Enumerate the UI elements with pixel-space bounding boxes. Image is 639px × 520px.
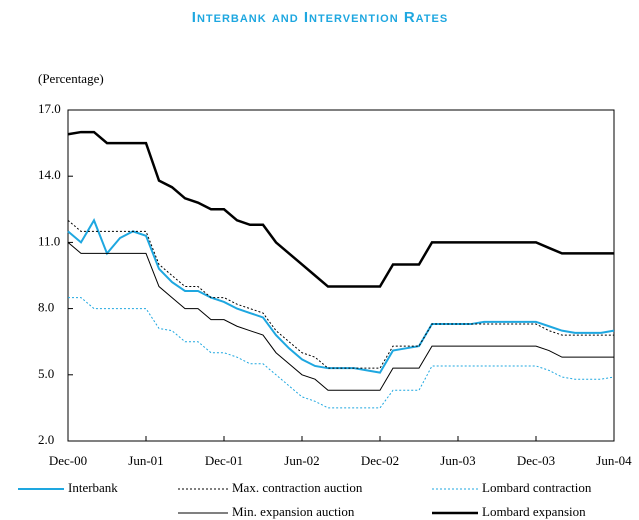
x-tick-label: Jun-03 (440, 453, 475, 468)
x-tick-label: Dec-02 (361, 453, 399, 468)
y-tick-label: 2.0 (38, 432, 54, 447)
plot-frame (67, 109, 615, 442)
y-tick-label: 5.0 (38, 366, 54, 381)
legend-label: Max. contraction auction (232, 480, 363, 495)
x-tick-label: Jun-02 (284, 453, 319, 468)
series-line (67, 242, 614, 391)
y-tick-label: 14.0 (38, 167, 61, 182)
series-line (67, 130, 614, 288)
y-tick-label: 8.0 (38, 300, 54, 315)
y-axis-label: (Percentage) (38, 71, 104, 86)
y-tick-label: 17.0 (38, 101, 61, 116)
legend-label: Min. expansion auction (232, 504, 355, 519)
x-tick-label: Dec-01 (205, 453, 243, 468)
legend-label: Lombard expansion (482, 504, 586, 519)
x-tick-label: Dec-00 (49, 453, 87, 468)
y-tick-label: 11.0 (38, 233, 60, 248)
x-tick-label: Jun-01 (128, 453, 163, 468)
series-line (67, 219, 614, 369)
x-tick-label: Dec-03 (517, 453, 555, 468)
series-line (68, 297, 615, 409)
legend-label: Interbank (68, 480, 118, 495)
legend-label: Lombard contraction (482, 480, 592, 495)
x-tick-label: Jun-04 (596, 453, 632, 468)
chart-title: Interbank and Intervention Rates (192, 9, 448, 26)
